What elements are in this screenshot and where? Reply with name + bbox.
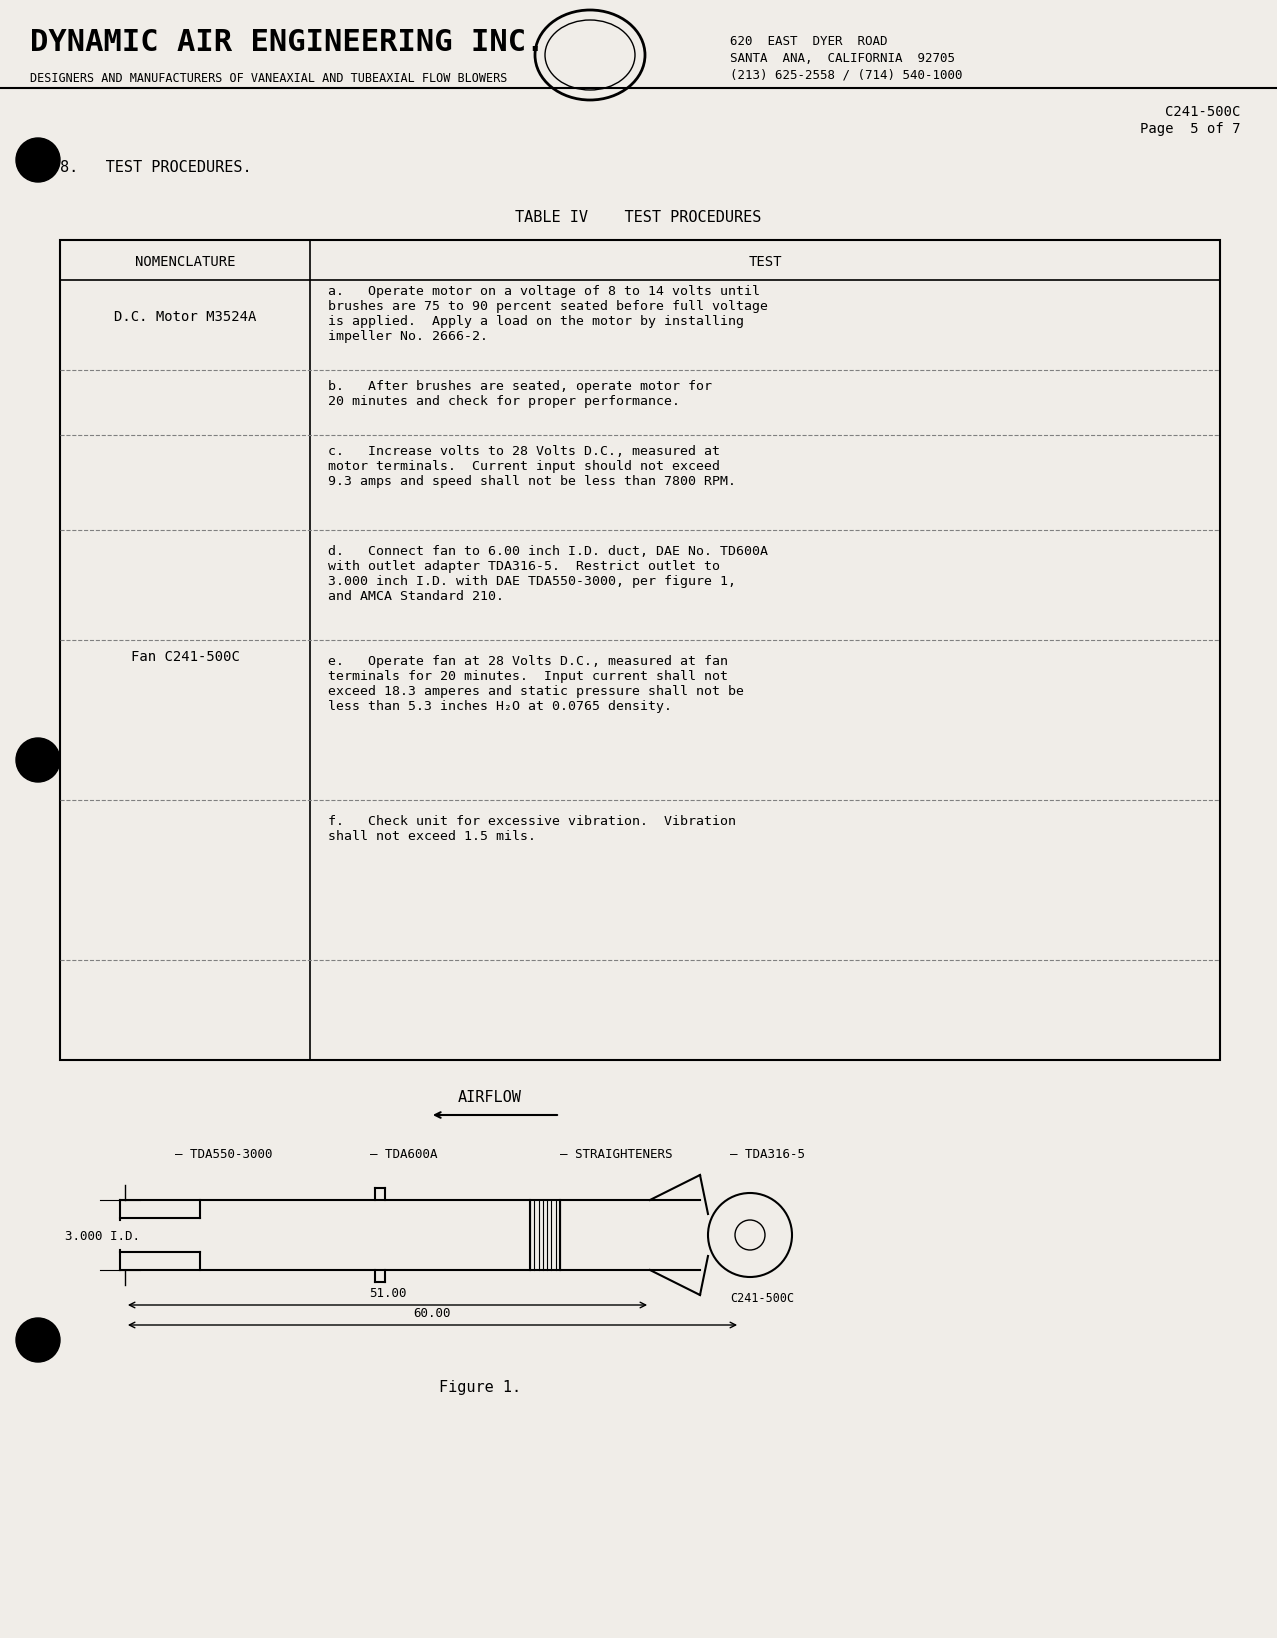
Text: e.   Operate fan at 28 Volts D.C., measured at fan
terminals for 20 minutes.  In: e. Operate fan at 28 Volts D.C., measure… [328, 655, 744, 713]
Circle shape [17, 1319, 60, 1363]
Text: SANTA  ANA,  CALIFORNIA  92705: SANTA ANA, CALIFORNIA 92705 [730, 52, 955, 66]
Text: d.   Connect fan to 6.00 inch I.D. duct, DAE No. TD600A
with outlet adapter TDA3: d. Connect fan to 6.00 inch I.D. duct, D… [328, 545, 767, 603]
Text: TEST: TEST [748, 256, 782, 269]
Text: 620  EAST  DYER  ROAD: 620 EAST DYER ROAD [730, 34, 888, 48]
Text: DYNAMIC AIR ENGINEERING INC.: DYNAMIC AIR ENGINEERING INC. [29, 28, 544, 57]
Text: 51.00: 51.00 [369, 1287, 406, 1301]
Text: C241-500C: C241-500C [730, 1292, 794, 1305]
Text: a.   Operate motor on a voltage of 8 to 14 volts until
brushes are 75 to 90 perc: a. Operate motor on a voltage of 8 to 14… [328, 285, 767, 342]
Text: D.C. Motor M3524A: D.C. Motor M3524A [114, 310, 257, 324]
Text: 8.   TEST PROCEDURES.: 8. TEST PROCEDURES. [60, 161, 252, 175]
Circle shape [17, 138, 60, 182]
Text: Page  5 of 7: Page 5 of 7 [1139, 121, 1240, 136]
Text: b.   After brushes are seated, operate motor for
20 minutes and check for proper: b. After brushes are seated, operate mot… [328, 380, 713, 408]
Text: Figure 1.: Figure 1. [439, 1379, 521, 1396]
Text: f.   Check unit for excessive vibration.  Vibration
shall not exceed 1.5 mils.: f. Check unit for excessive vibration. V… [328, 816, 736, 844]
Text: Fan C241-500C: Fan C241-500C [130, 650, 240, 663]
Text: — TDA316-5: — TDA316-5 [730, 1148, 805, 1161]
Text: — STRAIGHTENERS: — STRAIGHTENERS [561, 1148, 673, 1161]
Text: (213) 625-2558 / (714) 540-1000: (213) 625-2558 / (714) 540-1000 [730, 69, 963, 82]
Text: NOMENCLATURE: NOMENCLATURE [135, 256, 235, 269]
Text: c.   Increase volts to 28 Volts D.C., measured at
motor terminals.  Current inpu: c. Increase volts to 28 Volts D.C., meas… [328, 446, 736, 488]
Text: TABLE IV    TEST PROCEDURES: TABLE IV TEST PROCEDURES [515, 210, 761, 224]
Text: — TDA600A: — TDA600A [370, 1148, 438, 1161]
Text: 3.000 I.D.: 3.000 I.D. [65, 1230, 140, 1243]
Text: C241-500C: C241-500C [1165, 105, 1240, 120]
Circle shape [17, 739, 60, 781]
Text: DESIGNERS AND MANUFACTURERS OF VANEAXIAL AND TUBEAXIAL FLOW BLOWERS: DESIGNERS AND MANUFACTURERS OF VANEAXIAL… [29, 72, 507, 85]
Text: AIRFLOW: AIRFLOW [458, 1089, 522, 1106]
Text: 60.00: 60.00 [414, 1307, 451, 1320]
Bar [60, 241, 1220, 1060]
Text: — TDA550-3000: — TDA550-3000 [175, 1148, 272, 1161]
